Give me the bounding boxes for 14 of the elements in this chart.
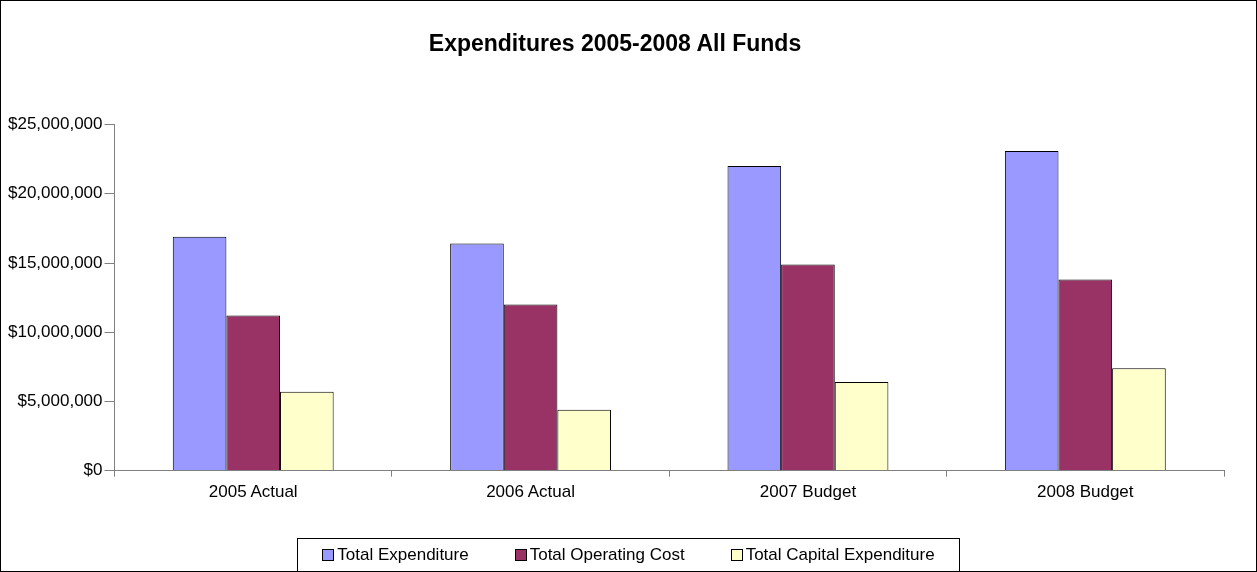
y-tick-label: $20,000,000	[7, 183, 103, 203]
x-tick-label: 2008 Budget	[1037, 482, 1134, 502]
x-tick-label: 2005 Actual	[208, 482, 298, 502]
x-tick-label: 2006 Actual	[486, 482, 576, 502]
chart-title: Expenditures 2005-2008 All Funds	[428, 30, 802, 57]
y-tick-label: $15,000,000	[7, 252, 103, 272]
y-tick-label: $10,000,000	[7, 321, 103, 341]
legend-label: Total Capital Expenditure	[745, 545, 935, 565]
y-tick-label: $0	[83, 460, 103, 480]
y-tick-label: $25,000,000	[7, 114, 103, 134]
x-tick-label: 2007 Budget	[759, 482, 857, 502]
y-tick-label: $5,000,000	[17, 391, 103, 411]
legend-label: Total Operating Cost	[529, 545, 685, 565]
legend-label: Total Expenditure	[337, 545, 469, 565]
